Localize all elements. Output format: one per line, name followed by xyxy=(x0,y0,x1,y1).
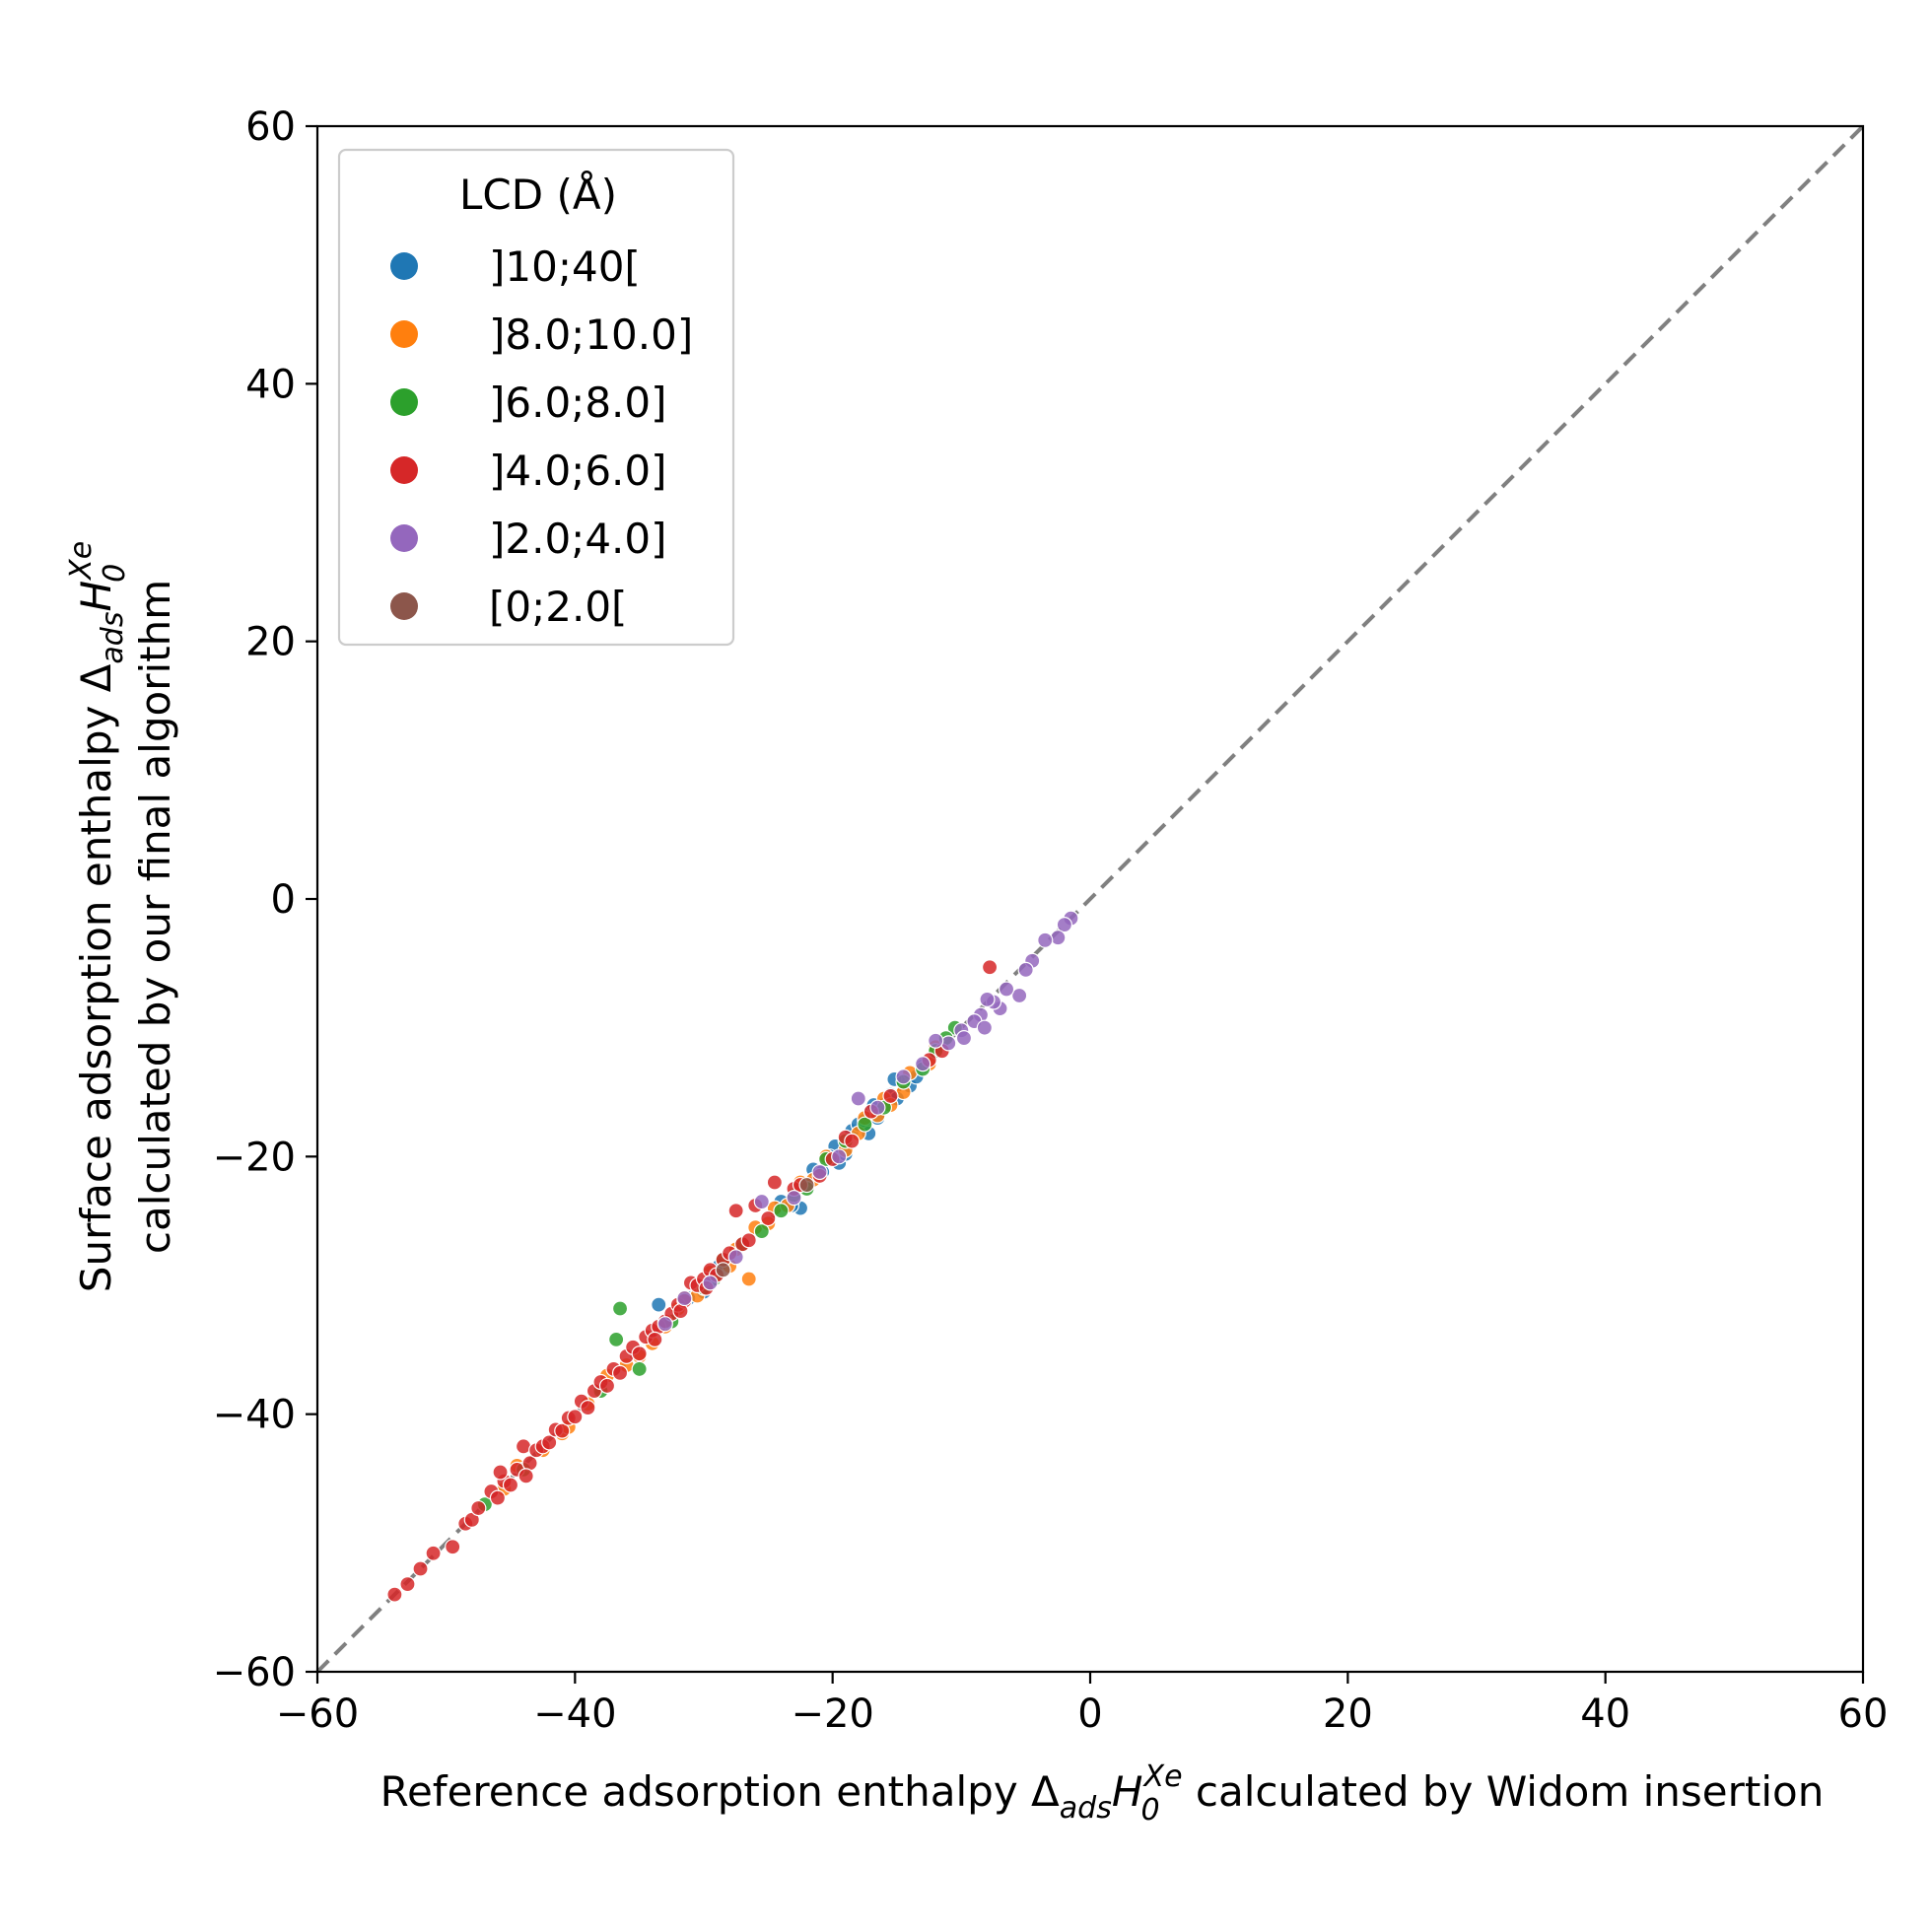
legend-marker xyxy=(390,252,418,280)
scatter-point xyxy=(631,1346,648,1362)
x-axis-label: Reference adsorption enthalpy ΔadsH0Xe c… xyxy=(380,1760,1825,1828)
scatter-point xyxy=(753,1193,770,1210)
x-tick-label: 60 xyxy=(1838,1691,1889,1737)
x-tick-label: 0 xyxy=(1077,1691,1102,1737)
x-tick-label: −20 xyxy=(791,1691,873,1737)
scatter-point xyxy=(740,1271,757,1287)
legend-marker xyxy=(390,320,418,348)
y-tick-label: 40 xyxy=(245,362,296,407)
legend-marker xyxy=(390,388,418,416)
scatter-point xyxy=(656,1316,673,1333)
scatter-point xyxy=(976,1019,993,1036)
y-tick-label: 0 xyxy=(271,877,296,923)
scatter-point xyxy=(760,1209,777,1227)
scatter-point xyxy=(740,1232,757,1249)
scatter-point xyxy=(567,1409,584,1425)
scatter-point xyxy=(981,959,999,976)
scatter-point xyxy=(798,1176,815,1194)
scatter-point xyxy=(489,1489,507,1506)
scatter-point xyxy=(727,1249,744,1266)
scatter-point xyxy=(715,1262,731,1278)
scatter-point xyxy=(412,1560,429,1577)
scatter-point xyxy=(895,1069,912,1085)
scatter-point xyxy=(399,1576,416,1593)
x-tick-label: −60 xyxy=(276,1691,359,1737)
scatter-point xyxy=(518,1468,534,1484)
scatter-point xyxy=(541,1434,558,1451)
scatter-point xyxy=(869,1099,886,1116)
scatter-point xyxy=(580,1400,596,1416)
scatter-point xyxy=(773,1203,790,1219)
y-tick-label: −20 xyxy=(213,1135,296,1180)
scatter-point xyxy=(445,1539,461,1555)
scatter-point xyxy=(955,1030,973,1047)
scatter-point xyxy=(1011,987,1028,1004)
scatter-point xyxy=(631,1360,648,1378)
x-tick-label: 40 xyxy=(1580,1691,1630,1737)
scatter-point xyxy=(611,1364,629,1381)
y-tick-label: 20 xyxy=(245,620,296,665)
scatter-point xyxy=(882,1087,899,1105)
scatter-point xyxy=(611,1300,629,1317)
legend-marker xyxy=(390,524,418,552)
scatter-point xyxy=(1037,932,1054,948)
scatter-point xyxy=(786,1190,802,1207)
scatter-point xyxy=(676,1289,693,1307)
scatter-point xyxy=(979,991,996,1008)
scatter-point xyxy=(425,1545,442,1561)
scatter-point xyxy=(1050,930,1067,946)
legend-marker xyxy=(390,456,418,484)
scatter-point xyxy=(492,1464,509,1481)
scatter-point xyxy=(554,1422,571,1439)
legend-label: ]4.0;6.0] xyxy=(489,447,667,495)
scatter-point xyxy=(1056,917,1072,933)
scatter-point xyxy=(727,1203,744,1219)
scatter-point xyxy=(766,1174,783,1191)
y-axis-label-line2: calculated by our final algorithm xyxy=(131,580,179,1254)
scatter-point xyxy=(647,1331,663,1347)
x-tick-label: −40 xyxy=(533,1691,616,1737)
y-axis-ticks: −60 −40 −20 0 20 40 60 xyxy=(213,104,317,1695)
x-tick-label: 20 xyxy=(1323,1691,1373,1737)
scatter-point xyxy=(702,1275,719,1291)
legend-title: LCD (Å) xyxy=(459,170,617,219)
scatter-point xyxy=(1017,961,1034,978)
scatter-point xyxy=(998,981,1015,998)
scatter-point xyxy=(598,1377,616,1395)
y-axis-label-line1: Surface adsorption enthalpy ΔadsH0Xe xyxy=(64,541,132,1292)
scatter-point xyxy=(831,1148,848,1165)
scatter-point xyxy=(928,1032,944,1049)
legend-marker xyxy=(390,592,418,620)
scatter-point xyxy=(940,1035,957,1052)
legend-label: [0;2.0[ xyxy=(489,583,627,631)
x-axis-ticks: −60 −40 −20 0 20 40 60 xyxy=(276,1672,1889,1737)
legend-frame xyxy=(337,148,735,647)
y-tick-label: −40 xyxy=(213,1393,296,1438)
legend: LCD (Å) ]10;40[ ]8.0;10.0] ]6.0;8.0] ]4.0;6… xyxy=(337,148,735,647)
y-axis-label: Surface adsorption enthalpy ΔadsH0Xe cal… xyxy=(64,541,179,1292)
legend-label: ]6.0;8.0] xyxy=(489,379,667,427)
identity-reference-line xyxy=(315,124,1865,1674)
scatter-point xyxy=(844,1133,861,1149)
scatter-point xyxy=(651,1296,667,1313)
scatter-point xyxy=(850,1090,866,1107)
y-tick-label: 60 xyxy=(245,104,296,150)
legend-label: ]2.0;4.0] xyxy=(489,515,667,563)
legend-label: ]10;40[ xyxy=(489,242,641,291)
y-tick-label: −60 xyxy=(213,1650,296,1695)
legend-entries: ]10;40[ ]8.0;10.0] ]6.0;8.0] ]4.0;6.0] ]2.0;… xyxy=(390,242,693,631)
data-points xyxy=(386,910,1079,1603)
scatter-point xyxy=(857,1116,873,1133)
legend-label: ]8.0;10.0] xyxy=(489,310,693,359)
scatter-point xyxy=(386,1586,403,1603)
scatter-point xyxy=(608,1331,625,1347)
scatter-point xyxy=(470,1499,487,1517)
scatter-point xyxy=(753,1223,770,1240)
scatter-point xyxy=(915,1056,932,1072)
scatter-point xyxy=(811,1163,828,1181)
scatter-point xyxy=(502,1477,519,1493)
